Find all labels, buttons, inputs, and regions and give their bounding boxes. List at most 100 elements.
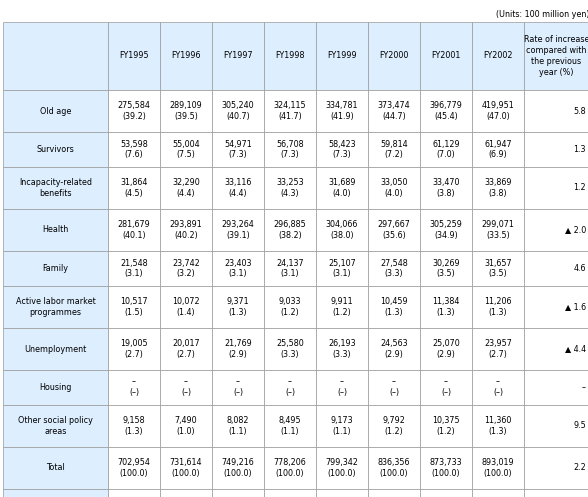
Bar — [420, 405, 472, 447]
Text: 731,614
(100.0): 731,614 (100.0) — [170, 458, 202, 478]
Bar — [524, 251, 588, 286]
Text: 305,240
(40.7): 305,240 (40.7) — [222, 101, 255, 121]
Text: FY1999: FY1999 — [327, 52, 357, 61]
Bar — [368, 90, 420, 132]
Bar — [3, 286, 108, 328]
Text: 19,005
(2.7): 19,005 (2.7) — [120, 339, 148, 359]
Text: 7,490
(1.0): 7,490 (1.0) — [175, 416, 198, 436]
Text: 373,474
(44.7): 373,474 (44.7) — [377, 101, 410, 121]
Bar — [160, 90, 212, 132]
Bar — [3, 209, 108, 251]
Bar — [472, 328, 524, 370]
Text: 33,470
(3.8): 33,470 (3.8) — [432, 178, 460, 198]
Text: Health: Health — [42, 226, 69, 235]
Bar — [108, 90, 160, 132]
Bar — [264, 22, 316, 90]
Bar — [316, 22, 368, 90]
Bar — [420, 132, 472, 167]
Bar — [316, 251, 368, 286]
Bar — [524, 209, 588, 251]
Text: Other social policy
areas: Other social policy areas — [18, 416, 93, 436]
Text: 33,116
(4.4): 33,116 (4.4) — [224, 178, 252, 198]
Text: 10,375
(1.2): 10,375 (1.2) — [432, 416, 460, 436]
Bar — [472, 22, 524, 90]
Bar — [524, 370, 588, 405]
Bar — [472, 405, 524, 447]
Bar — [108, 370, 160, 405]
Text: FY1995: FY1995 — [119, 52, 149, 61]
Text: 296,885
(38.2): 296,885 (38.2) — [273, 220, 306, 240]
Bar — [472, 447, 524, 489]
Text: 9,033
(1.2): 9,033 (1.2) — [279, 297, 301, 317]
Text: 275,584
(39.2): 275,584 (39.2) — [118, 101, 151, 121]
Bar — [420, 90, 472, 132]
Text: Housing: Housing — [39, 383, 72, 392]
Bar — [108, 22, 160, 90]
Bar — [524, 286, 588, 328]
Bar — [212, 251, 264, 286]
Bar — [264, 370, 316, 405]
Text: 9,911
(1.2): 9,911 (1.2) — [330, 297, 353, 317]
Text: 11,206
(1.3): 11,206 (1.3) — [485, 297, 512, 317]
Bar — [212, 447, 264, 489]
Bar — [3, 447, 108, 489]
Text: 11,360
(1.3): 11,360 (1.3) — [485, 416, 512, 436]
Bar — [524, 489, 588, 497]
Text: 9,173
(1.1): 9,173 (1.1) — [330, 416, 353, 436]
Text: –
(–): – (–) — [285, 378, 295, 398]
Text: ▲ 1.6: ▲ 1.6 — [565, 303, 586, 312]
Text: Survivors: Survivors — [36, 145, 74, 154]
Text: 53,598
(7.6): 53,598 (7.6) — [120, 140, 148, 160]
Text: 21,769
(2.9): 21,769 (2.9) — [224, 339, 252, 359]
Text: 297,667
(35.6): 297,667 (35.6) — [377, 220, 410, 240]
Bar — [264, 405, 316, 447]
Bar — [420, 370, 472, 405]
Bar — [160, 489, 212, 497]
Text: 26,193
(3.3): 26,193 (3.3) — [328, 339, 356, 359]
Bar — [108, 328, 160, 370]
Text: 55,004
(7.5): 55,004 (7.5) — [172, 140, 200, 160]
Text: 9,792
(1.2): 9,792 (1.2) — [383, 416, 406, 436]
Text: Rate of increase
compared with
the previous
year (%): Rate of increase compared with the previ… — [524, 35, 588, 77]
Text: Incapacity-related
benefits: Incapacity-related benefits — [19, 178, 92, 198]
Bar — [420, 447, 472, 489]
Bar — [316, 286, 368, 328]
Text: 56,708
(7.3): 56,708 (7.3) — [276, 140, 304, 160]
Text: 8,082
(1.1): 8,082 (1.1) — [227, 416, 249, 436]
Bar — [3, 489, 108, 497]
Text: 396,779
(45.4): 396,779 (45.4) — [430, 101, 462, 121]
Text: FY2000: FY2000 — [379, 52, 409, 61]
Text: (Units: 100 million yen): (Units: 100 million yen) — [496, 10, 588, 19]
Text: 31,657
(3.5): 31,657 (3.5) — [484, 258, 512, 278]
Text: 799,342
(100.0): 799,342 (100.0) — [326, 458, 359, 478]
Bar — [524, 90, 588, 132]
Text: 893,019
(100.0): 893,019 (100.0) — [482, 458, 514, 478]
Text: 702,954
(100.0): 702,954 (100.0) — [118, 458, 151, 478]
Bar — [420, 22, 472, 90]
Text: –
(–): – (–) — [181, 378, 191, 398]
Bar — [472, 167, 524, 209]
Bar — [472, 251, 524, 286]
Bar — [420, 209, 472, 251]
Bar — [368, 489, 420, 497]
Bar — [368, 209, 420, 251]
Bar — [160, 251, 212, 286]
Bar — [316, 370, 368, 405]
Bar — [3, 251, 108, 286]
Bar — [160, 328, 212, 370]
Bar — [264, 328, 316, 370]
Bar — [264, 251, 316, 286]
Text: 873,733
(100.0): 873,733 (100.0) — [430, 458, 462, 478]
Text: 33,253
(4.3): 33,253 (4.3) — [276, 178, 304, 198]
Bar — [3, 328, 108, 370]
Bar — [160, 370, 212, 405]
Text: 293,264
(39.1): 293,264 (39.1) — [222, 220, 255, 240]
Bar — [212, 132, 264, 167]
Bar — [108, 489, 160, 497]
Bar — [316, 132, 368, 167]
Text: 58,423
(7.3): 58,423 (7.3) — [328, 140, 356, 160]
Bar — [368, 132, 420, 167]
Text: Old age: Old age — [40, 106, 71, 115]
Text: 9.5: 9.5 — [573, 421, 586, 430]
Bar — [108, 286, 160, 328]
